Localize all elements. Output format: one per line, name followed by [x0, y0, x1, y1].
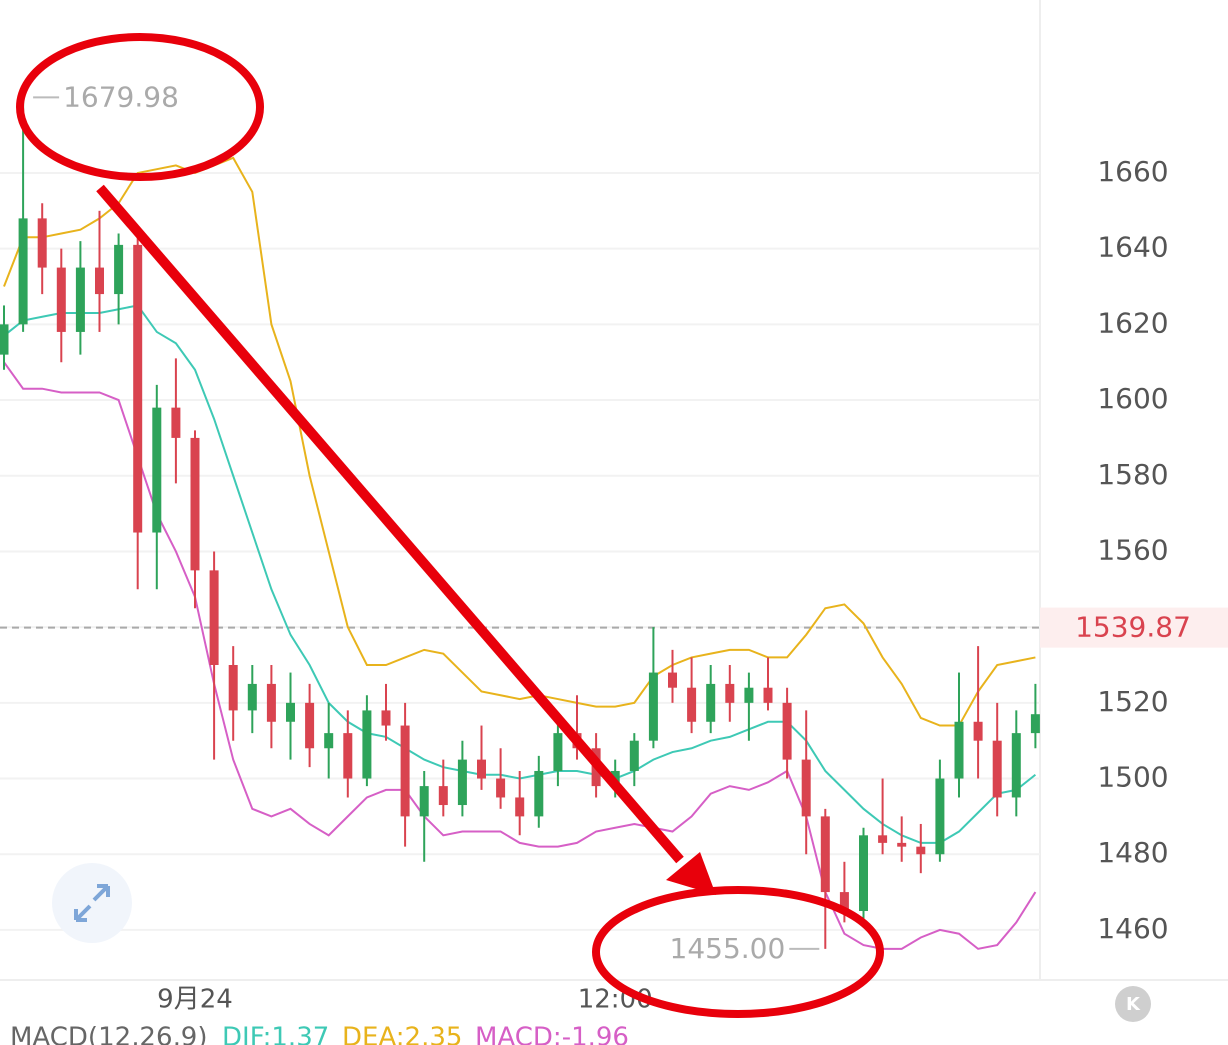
candle-body — [763, 687, 773, 703]
candle-body — [133, 244, 143, 533]
x-tick-label: 9月24 — [157, 985, 233, 1015]
candle-body — [381, 710, 391, 726]
grid: 1460148015001520154015601580160016201640… — [0, 155, 1228, 1015]
y-tick-label: 1620 — [1097, 306, 1168, 339]
trend-arrow — [96, 184, 684, 864]
candle-body — [457, 759, 467, 806]
candle-body — [419, 786, 429, 817]
candle-body — [534, 770, 544, 817]
macd-dea: DEA:2.35 — [342, 1023, 462, 1045]
candle-body — [171, 407, 181, 438]
candle-body — [18, 218, 28, 325]
candle-body — [992, 740, 1002, 798]
y-tick-label: 1500 — [1097, 761, 1168, 794]
candle-body — [973, 721, 983, 741]
macd-dif: DIF:1.37 — [222, 1023, 329, 1045]
expand-button[interactable] — [52, 863, 132, 943]
highlight-ellipse — [16, 33, 264, 181]
last-price-label: 1539.87 — [1075, 611, 1191, 644]
highlight-ellipse — [592, 886, 884, 1018]
candle-body — [247, 683, 257, 711]
arrow-head — [666, 852, 716, 895]
candle-body — [477, 759, 486, 779]
expand-icon — [74, 884, 110, 922]
candle-body — [324, 733, 334, 749]
y-tick-label: 1660 — [1097, 155, 1168, 188]
last-price-box — [1040, 607, 1228, 648]
candle-body — [37, 218, 47, 268]
candle-body — [0, 324, 9, 355]
y-tick-label: 1520 — [1097, 685, 1168, 718]
candle-body — [266, 683, 276, 722]
candle-body — [954, 721, 964, 779]
candle-body — [362, 710, 372, 779]
candle-body — [305, 702, 315, 749]
candle-body — [725, 683, 735, 703]
candle-body — [75, 267, 85, 332]
candle-body — [629, 740, 639, 771]
candle-body — [706, 683, 716, 722]
candle-body — [95, 267, 104, 295]
candle-body — [782, 702, 792, 760]
candle-body — [553, 733, 563, 771]
y-tick-label: 1460 — [1097, 912, 1168, 945]
candle-body — [228, 664, 238, 711]
high-marker-label: 1679.98 — [63, 80, 179, 113]
candle-body — [687, 687, 697, 722]
candle-body — [286, 702, 295, 722]
candle-body — [820, 816, 830, 893]
candle-body — [1030, 714, 1040, 734]
candle-body — [515, 797, 525, 817]
candle-body — [114, 244, 124, 295]
candle-body — [935, 778, 945, 855]
candle-body — [648, 672, 658, 741]
candle-body — [859, 835, 868, 912]
macd-title: MACD(12,26,9) — [10, 1023, 207, 1045]
y-tick-label: 1560 — [1097, 533, 1168, 566]
candle-body — [190, 437, 200, 571]
y-tick-label: 1600 — [1097, 382, 1168, 415]
y-tick-label: 1480 — [1097, 836, 1168, 869]
y-tick-label: 1580 — [1097, 458, 1168, 491]
candle-body — [668, 672, 677, 688]
candle-body — [209, 570, 219, 665]
candle-body — [839, 892, 849, 912]
y-tick-label: 1640 — [1097, 231, 1168, 264]
k-icon: K — [1126, 994, 1141, 1015]
candle-body — [744, 687, 754, 703]
candle-body — [152, 407, 162, 533]
candle-body — [400, 725, 410, 817]
candle-body — [496, 778, 506, 798]
annotations: 1679.98 1455.00 — [33, 80, 820, 965]
candle-body — [56, 267, 66, 332]
band-line — [3, 156, 1036, 727]
candle-body — [438, 786, 448, 806]
candle-body — [897, 842, 907, 847]
low-marker-label: 1455.00 — [670, 932, 786, 965]
candle-body — [878, 835, 888, 843]
candle-body — [916, 846, 926, 855]
macd-value: MACD:-1.96 — [475, 1023, 629, 1045]
candle-body — [343, 733, 353, 779]
candle-body — [801, 759, 811, 817]
candle-body — [1011, 733, 1021, 798]
k-button[interactable] — [1115, 986, 1151, 1022]
band-line — [3, 361, 1037, 950]
